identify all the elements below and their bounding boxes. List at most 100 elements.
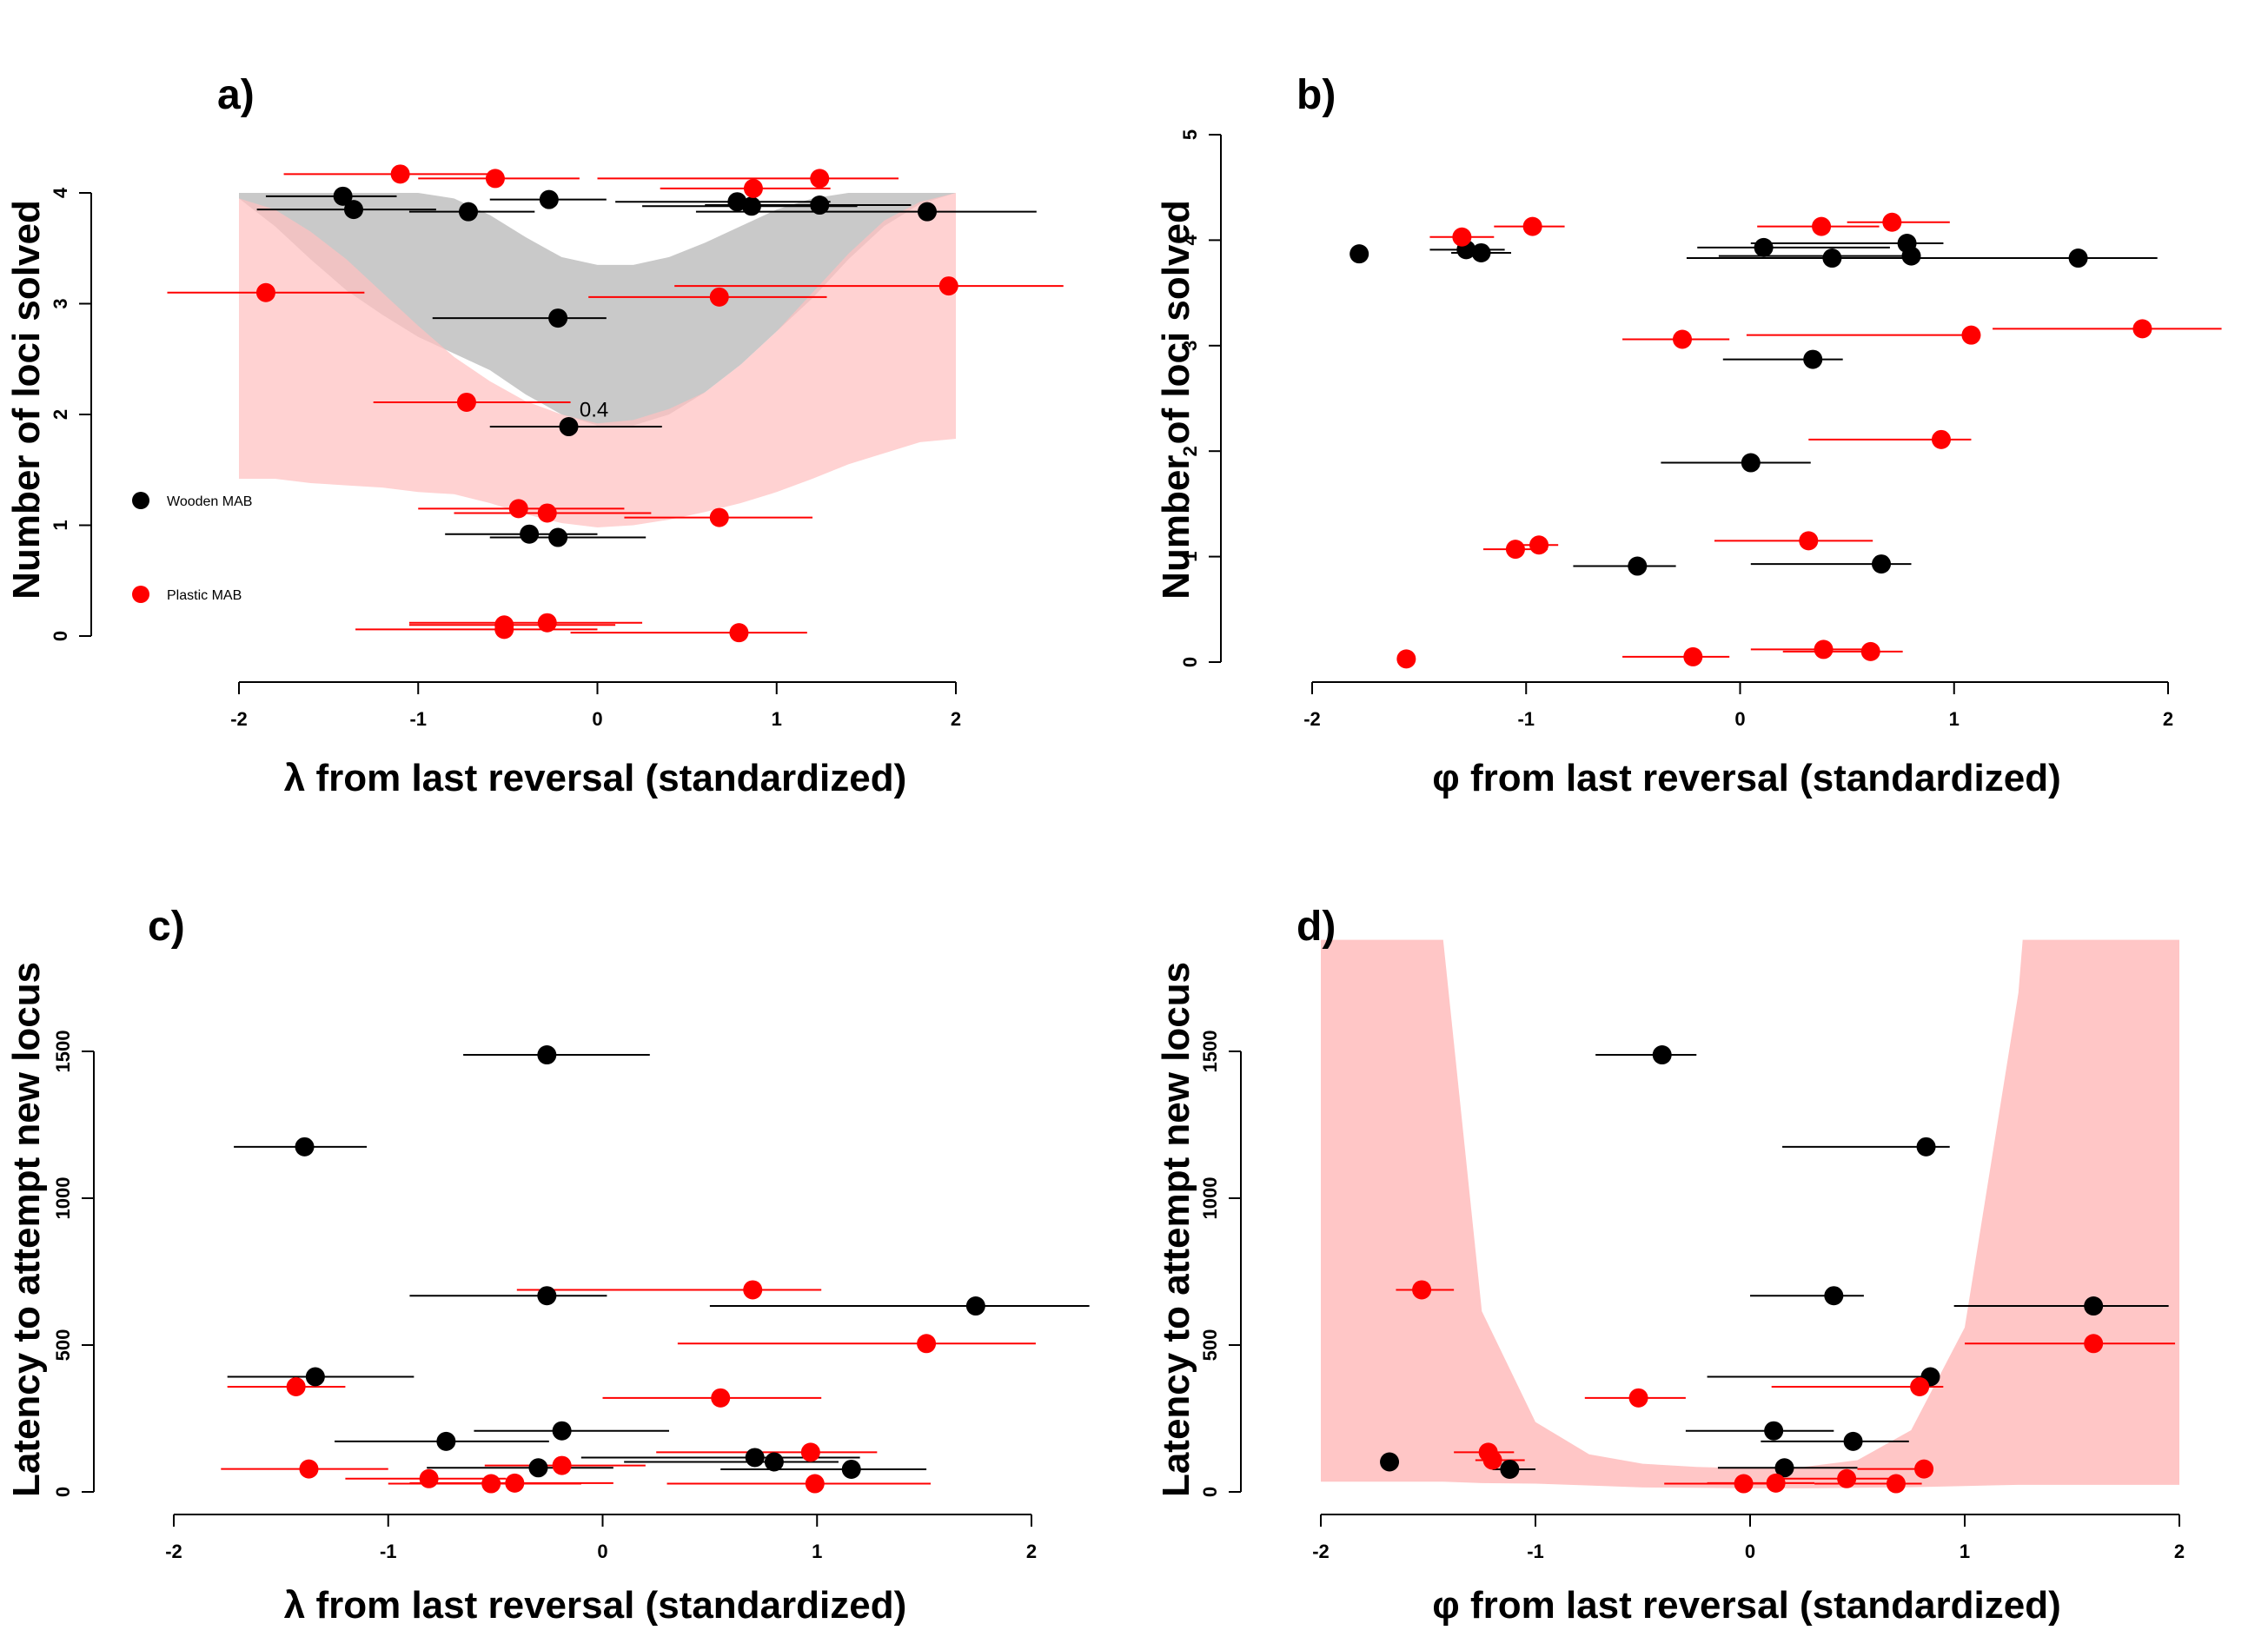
panel-c-x-tick-label: 1 — [812, 1541, 822, 1562]
panel-a-wooden-point — [539, 189, 559, 209]
panel-a-wooden-point — [727, 192, 747, 212]
panel-a-band-1 — [239, 193, 956, 527]
panel-a: -2 -1 0 1 2 0 1 2 3 4 a) λ from last reversal (st… — [5, 72, 1064, 799]
panel-a-label: a) — [217, 72, 255, 118]
panel-a-y-tick-label: 0 — [50, 631, 71, 641]
legend-plastic-label: Plastic MAB — [167, 588, 242, 603]
panel-d-wooden-point — [1824, 1286, 1844, 1306]
panel-c-plastic-point — [711, 1388, 731, 1408]
panel-c-y-tick-label: 1500 — [52, 1031, 74, 1073]
panel-a-x-tick-label: 2 — [951, 708, 961, 730]
panel-c-wooden-point — [528, 1458, 548, 1478]
panel-c-plastic-point — [286, 1376, 306, 1396]
panel-c-plastic-point — [743, 1280, 763, 1300]
panel-c-x-tick-label: -2 — [165, 1541, 182, 1562]
panel-d-plastic-point — [1766, 1473, 1786, 1493]
panel-b-plastic-point — [1882, 212, 1902, 232]
panel-b-plastic-point — [1961, 325, 1981, 345]
panel-a-plastic-point — [494, 615, 514, 635]
panel-d-plastic-point — [2084, 1334, 2104, 1354]
panel-c-wooden-point — [537, 1286, 557, 1306]
panel-c-wooden-point — [841, 1459, 861, 1479]
panel-b-wooden-point — [1803, 349, 1823, 369]
panel-a-points — [167, 164, 1064, 643]
panel-a-plastic-point — [938, 276, 958, 296]
panel-a-plastic-point — [390, 164, 410, 184]
panel-c-wooden-point — [537, 1045, 557, 1065]
panel-c-plastic-point — [481, 1474, 501, 1494]
panel-a-wooden-point — [548, 527, 568, 547]
panel-b-y-tick-label: 4 — [1179, 235, 1201, 246]
legend-plastic-marker — [132, 586, 149, 603]
panel-a-plastic-point — [456, 392, 476, 412]
panel-c-plastic-point — [800, 1442, 820, 1462]
panel-a-wooden-point — [344, 200, 363, 220]
panel-c-y-tick-label: 500 — [52, 1329, 74, 1362]
panel-d-wooden-point — [1764, 1421, 1784, 1441]
panel-c-plastic-point — [917, 1334, 937, 1354]
panel-b-y-tick-label: 0 — [1179, 657, 1201, 667]
panel-b-x-tick-label: -1 — [1517, 708, 1535, 730]
panel-d-bands — [1321, 939, 2179, 1488]
panel-a-y-tick-label: 1 — [50, 520, 71, 530]
panel-c-y-tick-label: 0 — [52, 1487, 74, 1497]
panel-a-plastic-point — [810, 169, 830, 189]
panel-b-x-tick-label: 0 — [1734, 708, 1745, 730]
panel-a-wooden-point — [520, 524, 540, 544]
panel-b: -2 -1 0 1 2 0 1 2 3 4 5 b) φ from last reversal (s… — [1155, 72, 2222, 799]
panel-d-plastic-point — [1837, 1468, 1857, 1488]
panel-a-plastic-point — [709, 287, 729, 307]
panel-a-x-tick-label: 0 — [592, 708, 602, 730]
panel-d-x-tick-label: 0 — [1745, 1541, 1755, 1562]
panel-c-label: c) — [148, 904, 185, 950]
panel-b-plastic-point — [1396, 649, 1416, 669]
panel-a-plastic-point — [508, 499, 528, 519]
panel-c-wooden-point — [764, 1452, 784, 1472]
panel-b-y-tick-label: 2 — [1179, 446, 1201, 456]
panel-a-plastic-point — [485, 169, 505, 189]
panel-b-wooden-point — [1901, 246, 1921, 266]
panel-a-annotation: 0.4 — [580, 399, 608, 422]
panel-c-y-axis-title: Latency to attempt new locus — [5, 962, 48, 1497]
panel-d-plastic-point — [1734, 1474, 1754, 1494]
panel-a-y-tick-label: 4 — [50, 187, 71, 198]
panel-b-y-tick-label: 3 — [1179, 341, 1201, 351]
panel-c-wooden-point — [552, 1421, 572, 1441]
panel-b-points — [1350, 212, 2222, 669]
panel-b-x-tick-label: 2 — [2163, 708, 2173, 730]
panel-d-plastic-point — [1914, 1459, 1934, 1479]
panel-a-y-tick-label: 2 — [50, 409, 71, 420]
panel-c-wooden-point — [295, 1137, 315, 1157]
panel-a-wooden-point — [333, 186, 353, 206]
panel-a-plastic-point — [255, 282, 275, 302]
panel-a-x-tick-label: -1 — [409, 708, 427, 730]
panel-c-wooden-point — [965, 1296, 985, 1316]
panel-a-x-tick-label: -2 — [230, 708, 248, 730]
panel-c-plastic-point — [419, 1468, 439, 1488]
panel-d-x-tick-label: 2 — [2174, 1541, 2185, 1562]
panel-c-wooden-point — [305, 1367, 325, 1387]
panel-a-wooden-point — [741, 196, 761, 216]
panel-c-plastic-point — [552, 1455, 572, 1475]
panel-b-wooden-point — [1822, 249, 1842, 268]
panel-b-plastic-point — [1452, 227, 1472, 247]
panel-a-y-tick-label: 3 — [50, 298, 71, 308]
panel-b-label: b) — [1296, 72, 1336, 118]
panel-a-axes: -2 -1 0 1 2 0 1 2 3 4 — [50, 187, 961, 730]
panel-d-label: d) — [1296, 904, 1336, 950]
panel-b-plastic-point — [1505, 540, 1525, 560]
panel-c-x-axis-title: λ from last reversal (standardized) — [284, 1584, 906, 1627]
panel-b-x-tick-label: 1 — [1949, 708, 1960, 730]
panel-c-plastic-point — [299, 1459, 319, 1479]
panel-a-wooden-point — [918, 202, 937, 222]
panel-a-bands — [239, 193, 956, 527]
panel-c-wooden-point — [436, 1431, 456, 1451]
panel-b-plastic-point — [1812, 216, 1832, 236]
panel-d-y-axis-title: Latency to attempt new locus — [1155, 962, 1197, 1497]
panel-b-plastic-point — [1931, 429, 1951, 449]
panel-b-plastic-point — [1673, 329, 1693, 349]
panel-c-wooden-point — [745, 1448, 765, 1468]
panel-d-x-tick-label: -1 — [1527, 1541, 1544, 1562]
panel-d-points — [1380, 1045, 2176, 1494]
panel-a-legend: Wooden MAB Plastic MAB — [132, 492, 252, 603]
